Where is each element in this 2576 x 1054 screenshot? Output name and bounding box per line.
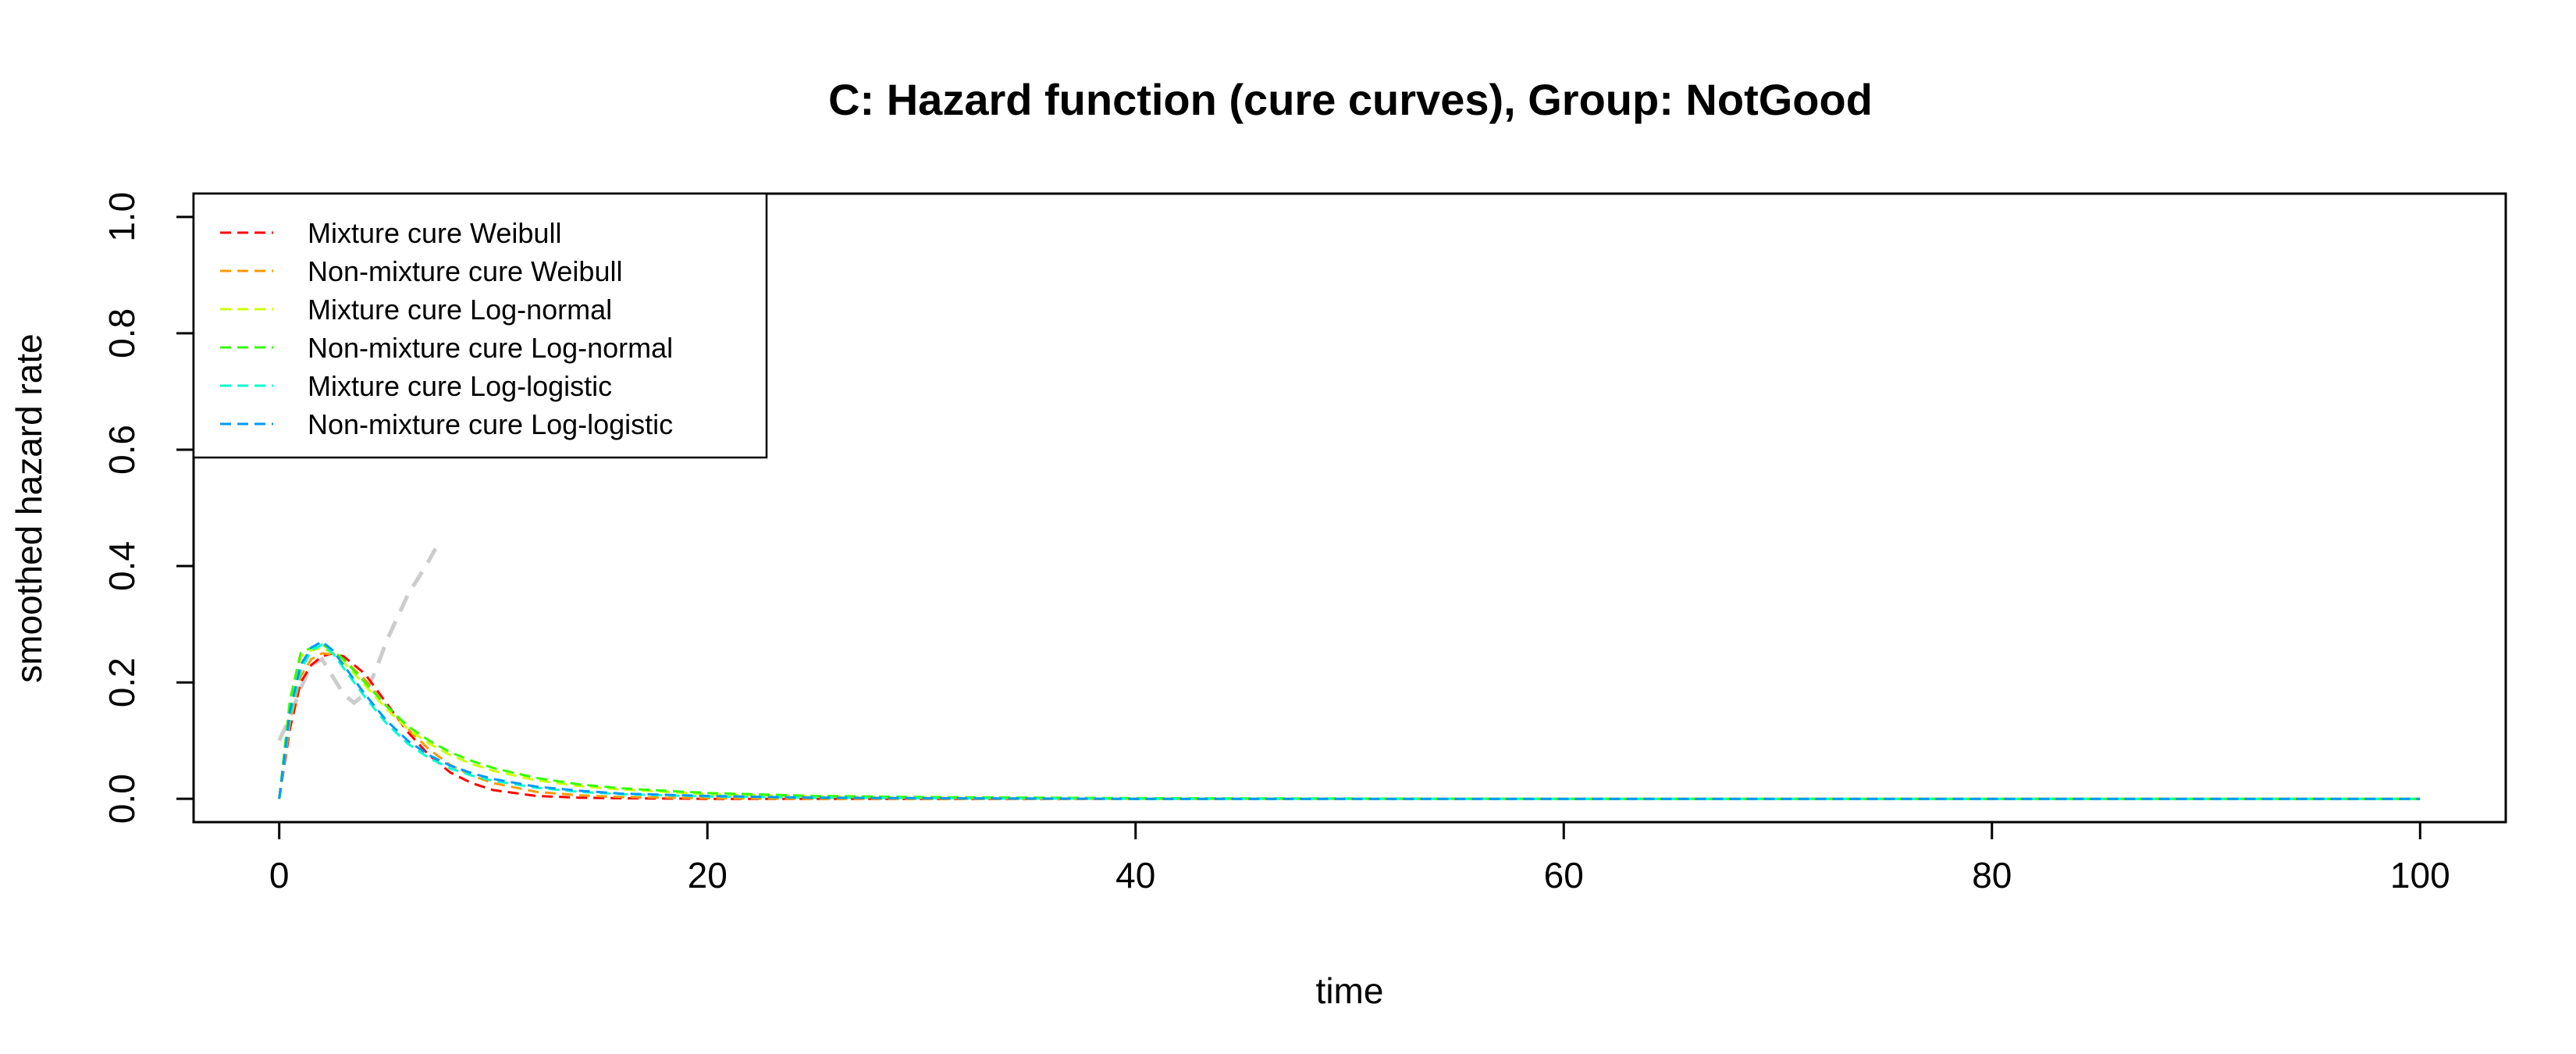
legend-label: Non-mixture cure Weibull (308, 255, 622, 287)
y-tick-label: 0.2 (101, 657, 142, 707)
series-line-2 (278, 652, 2421, 800)
legend-label: Mixture cure Weibull (308, 217, 561, 249)
series-line-3 (278, 646, 2421, 800)
y-axis-label: smoothed hazard rate (9, 333, 49, 683)
x-tick-label: 100 (2390, 855, 2450, 896)
legend-label: Mixture cure Log-logistic (308, 370, 612, 402)
x-tick-label: 0 (269, 855, 290, 896)
y-tick-label: 0.8 (101, 308, 142, 358)
y-tick-label: 0.4 (101, 541, 142, 591)
series-line-5 (278, 643, 2421, 800)
x-axis: 0 20 40 60 80 100 (269, 821, 2450, 896)
series-lines (277, 547, 2421, 800)
series-line-1 (278, 652, 2421, 800)
y-tick-label: 0.0 (101, 774, 142, 824)
x-tick-label: 80 (1972, 855, 2012, 896)
x-axis-label: time (1316, 970, 1384, 1011)
legend: Mixture cure Weibull Non-mixture cure Wei… (192, 192, 768, 459)
observed-hazard-line (277, 547, 438, 742)
x-tick-label: 40 (1115, 855, 1155, 896)
chart-title: C: Hazard function (cure curves), Group:… (828, 75, 1873, 124)
x-tick-label: 20 (688, 855, 728, 896)
legend-label: Non-mixture cure Log-logistic (308, 408, 673, 440)
legend-label: Mixture cure Log-normal (308, 294, 612, 326)
x-tick-label: 60 (1544, 855, 1584, 896)
y-tick-label: 0.6 (101, 425, 142, 475)
series-line-4 (278, 643, 2421, 800)
legend-box (192, 192, 768, 459)
series-line-6 (278, 640, 2421, 800)
legend-label: Non-mixture cure Log-normal (308, 332, 673, 364)
y-axis: 0.0 0.2 0.4 0.6 0.8 1.0 (101, 192, 195, 824)
y-tick-label: 1.0 (101, 192, 142, 242)
